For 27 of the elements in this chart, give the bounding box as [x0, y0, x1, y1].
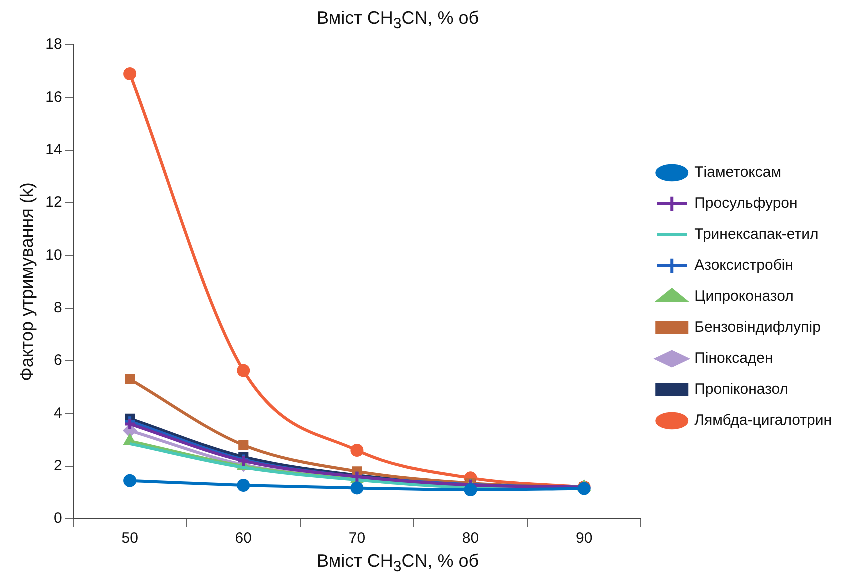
legend-label: Тринексапак-етил: [694, 226, 819, 243]
x-tick-label: 90: [576, 530, 593, 547]
legend-label: Бензовіндифлупір: [694, 318, 821, 336]
legend-label: Пропіконазол: [694, 380, 789, 398]
y-tick-label: 2: [54, 457, 62, 474]
legend-label: Азоксистробін: [694, 256, 794, 274]
x-tick-label: 80: [462, 530, 480, 547]
x-tick-label: 70: [348, 530, 366, 547]
y-tick-label: 14: [46, 141, 62, 158]
legend-label: Лямбда-цигалотрин: [694, 412, 832, 429]
y-tick-label: 0: [54, 510, 62, 527]
x-axis-title: Вміст CH$_{3}$CN, % об: [316, 550, 480, 576]
legend-label: Тіаметоксам: [694, 164, 782, 181]
y-tick-label: 10: [46, 246, 62, 264]
y-tick-label: 8: [54, 299, 62, 316]
y-tick-label: 12: [46, 194, 62, 211]
legend-label: Просульфурон: [694, 194, 798, 212]
y-tick-label: 6: [54, 352, 62, 369]
y-tick-label: 16: [46, 88, 62, 106]
legend-label: Ципроконазол: [694, 288, 794, 305]
legend-label: Піноксаден: [694, 350, 774, 367]
x-tick-label: 50: [122, 530, 138, 547]
y-tick-label: 18: [46, 36, 62, 53]
x-tick-label: 60: [235, 530, 252, 547]
y-tick-label: 4: [54, 404, 62, 422]
y-axis-title: Фактор утримування (k): [16, 182, 37, 381]
chart-title: Вміст CH$_{3}$CN, % об: [316, 8, 480, 33]
